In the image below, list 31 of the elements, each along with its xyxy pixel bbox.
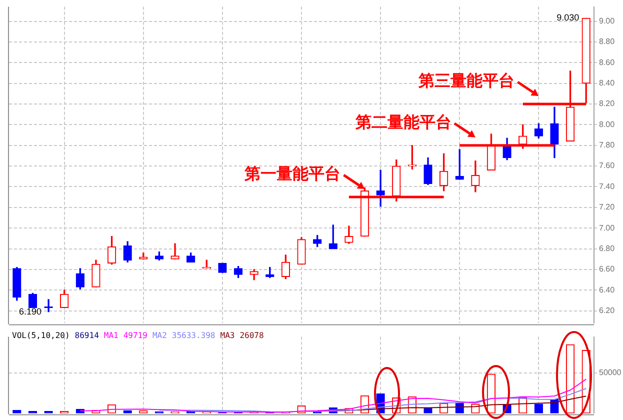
y-tick-label: 7.80 [599,140,616,150]
y-tick-label: 6.40 [599,285,616,294]
y-tick-label: 8.60 [599,58,616,67]
annotation: 6.190 [18,306,42,316]
text: MA2 [152,331,167,340]
text: MA1 [104,331,118,340]
annotation: 第一量能平台 [244,164,341,184]
annotation: 35633.398 [172,331,216,340]
y-tick-label: 6.80 [599,244,616,253]
annotation: 第三量能平台 [418,71,515,90]
text: MA3 [220,331,235,340]
candlestick [376,170,385,207]
y-tick-label: 8.40 [599,78,616,88]
y-tick-label: 6.60 [599,264,616,274]
y-tick-label: 9.00 [599,16,616,26]
annotation: 第二量能平台 [354,112,452,132]
annotation: 49719 [123,331,148,340]
annotation: 9.030 [556,12,580,23]
y-tick-label: 6.20 [599,306,616,315]
y-tick-label: 8.20 [599,99,616,108]
y-tick-label: 7.20 [599,202,616,212]
y-tick-label: 7.40 [599,182,616,191]
y-tick-label: 7.60 [599,161,616,170]
y-tick-label: 8.00 [599,120,616,129]
y-tick-label: 8.80 [599,37,616,46]
y-tick-label: 7.00 [599,223,616,232]
annotation: 26078 [240,331,264,340]
annotation: 86914 [74,331,99,340]
chart-title: VOL(5,10,20) [12,331,70,340]
y-tick-label: 50000 [599,368,622,378]
candlestick [170,243,180,260]
